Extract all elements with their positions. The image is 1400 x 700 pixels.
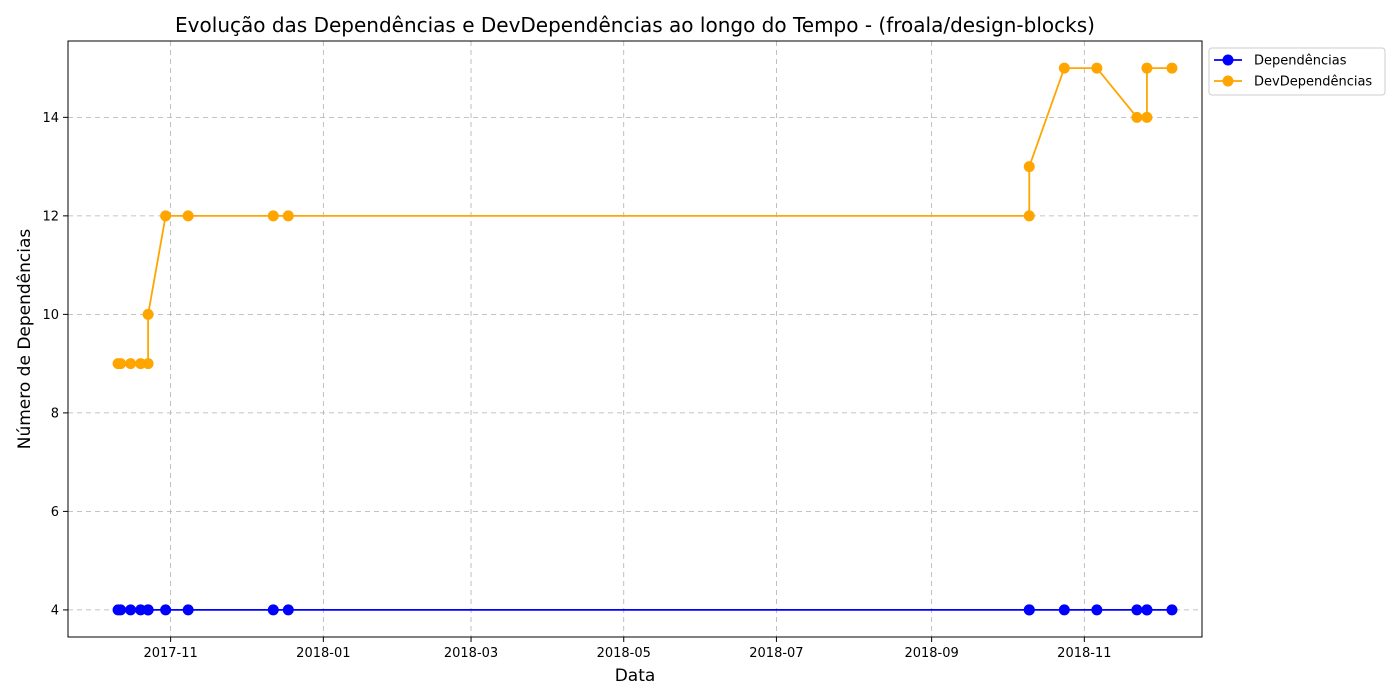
- x-tick-label: 2018-07: [749, 646, 803, 661]
- data-point: [142, 358, 154, 370]
- chart-title: Evolução das Dependências e DevDependênc…: [175, 13, 1095, 37]
- x-tick-label: 2018-05: [597, 646, 651, 661]
- data-point: [160, 210, 172, 222]
- plot-frame: [67, 40, 1203, 638]
- data-point: [1166, 604, 1178, 616]
- data-point: [1141, 111, 1153, 123]
- data-point: [282, 210, 294, 222]
- y-axis: 4 6 8 10 12 14: [42, 111, 68, 618]
- legend-label: Dependências: [1254, 54, 1347, 69]
- y-tick-label: 10: [42, 308, 59, 323]
- y-tick-label: 6: [51, 505, 59, 520]
- data-point: [1023, 161, 1035, 173]
- data-point: [1058, 62, 1070, 74]
- legend-label: DevDependências: [1254, 75, 1372, 90]
- x-axis: 2017-11 2018-01 2018-03 2018-05 2018-07 2018-…: [143, 637, 1112, 661]
- y-tick-label: 14: [42, 111, 59, 126]
- data-point: [142, 308, 154, 320]
- y-tick-label: 4: [51, 603, 59, 618]
- data-point: [115, 604, 127, 616]
- legend-marker: [1222, 54, 1234, 66]
- data-point: [1166, 62, 1178, 74]
- y-tick-label: 12: [42, 209, 59, 224]
- series-layer: [112, 62, 1178, 616]
- x-tick-label: 2018-03: [444, 646, 498, 661]
- legend-marker: [1222, 75, 1234, 87]
- data-point: [267, 604, 279, 616]
- series-0: [112, 604, 1178, 616]
- x-tick-label: 2018-09: [904, 646, 958, 661]
- y-tick-label: 8: [51, 406, 59, 421]
- data-point: [267, 210, 279, 222]
- x-tick-label: 2018-11: [1057, 646, 1111, 661]
- x-tick-label: 2018-01: [296, 646, 350, 661]
- data-point: [1131, 604, 1143, 616]
- data-point: [115, 358, 127, 370]
- legend: Dependências DevDependências: [1208, 47, 1386, 96]
- data-point: [125, 358, 137, 370]
- data-point: [142, 604, 154, 616]
- data-point: [1023, 210, 1035, 222]
- legend-box: [1208, 47, 1386, 96]
- grid: [68, 41, 1202, 637]
- series-1: [112, 62, 1178, 370]
- x-axis-label: Data: [615, 666, 656, 686]
- data-point: [1131, 111, 1143, 123]
- data-point: [1023, 604, 1035, 616]
- y-axis-label: Número de Dependências: [15, 229, 35, 450]
- data-point: [1141, 62, 1153, 74]
- data-point: [282, 604, 294, 616]
- data-point: [182, 210, 194, 222]
- data-point: [1091, 62, 1103, 74]
- x-tick-label: 2017-11: [143, 646, 197, 661]
- data-point: [182, 604, 194, 616]
- data-point: [1141, 604, 1153, 616]
- data-point: [1091, 604, 1103, 616]
- data-point: [160, 604, 172, 616]
- data-point: [1058, 604, 1070, 616]
- data-point: [125, 604, 137, 616]
